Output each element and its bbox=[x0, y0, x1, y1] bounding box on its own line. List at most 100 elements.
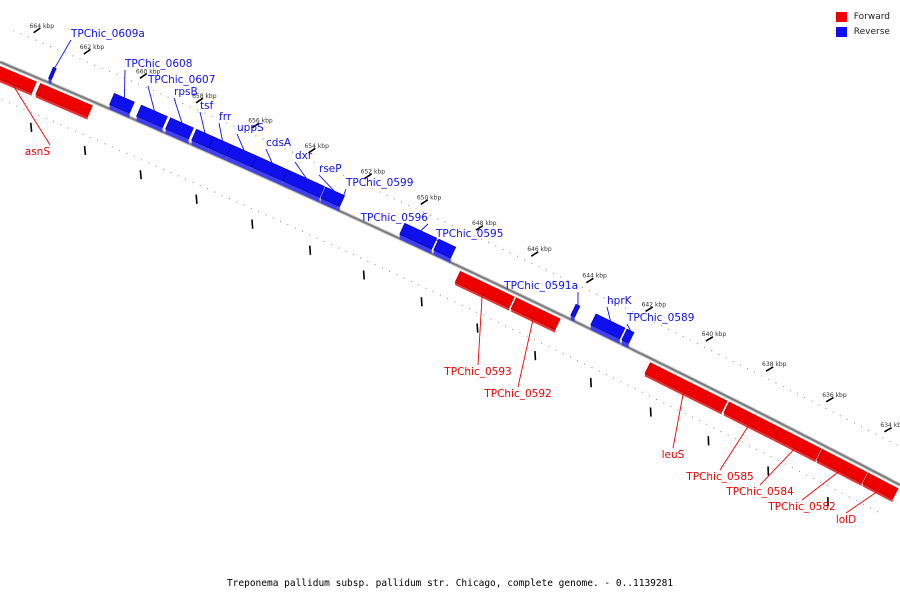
gene-tpchic-0599 bbox=[337, 194, 346, 208]
scale-tick bbox=[83, 145, 87, 156]
gene-rsep-shade bbox=[320, 197, 338, 211]
gene-tpchic-0582-shade bbox=[816, 459, 862, 487]
scale-tick bbox=[139, 72, 148, 79]
gene-rpsb-shade bbox=[165, 128, 189, 144]
scale-tick bbox=[585, 277, 594, 284]
gene-label-frr: frr bbox=[219, 111, 232, 123]
gene-frr-shade bbox=[208, 147, 227, 161]
gene-label-tpchic-0607: TPChic_0607 bbox=[147, 74, 215, 86]
scale-tick-label: 638 kbp bbox=[762, 361, 787, 368]
scale-tick bbox=[83, 48, 91, 55]
legend-forward: Forward bbox=[835, 9, 890, 24]
gene-hprk-leader bbox=[606, 306, 611, 322]
scale-tick-label: 642 kbp bbox=[642, 301, 667, 308]
scale-tick-label: 646 kbp bbox=[527, 246, 552, 253]
gene-dxr-leader bbox=[294, 161, 307, 179]
scale-tick-label: 634 kbp bbox=[880, 422, 900, 429]
gene-tpchic-0593 bbox=[454, 270, 515, 309]
gene-asns bbox=[0, 66, 37, 94]
gene-rsep-leader bbox=[318, 174, 335, 192]
gene-label-leus: leuS bbox=[662, 449, 685, 461]
gene-asns-leader bbox=[12, 84, 51, 146]
scale-tick bbox=[530, 251, 539, 257]
gene-label-tsf: tsf bbox=[200, 100, 214, 112]
gene-cdsa-leader bbox=[265, 148, 273, 164]
gene-tpchic-0596-leader bbox=[420, 223, 429, 232]
gene-tpchic-0607-leader bbox=[147, 85, 155, 111]
gene-cdsa-shade bbox=[251, 166, 283, 186]
scale-tick bbox=[420, 297, 423, 307]
gene-label-tpchic-0608: TPChic_0608 bbox=[124, 58, 192, 70]
gene-tpchic-0596-shade bbox=[399, 234, 432, 255]
scale-tick bbox=[534, 351, 537, 361]
gene-label-tpchic-0582: TPChic_0582 bbox=[767, 501, 835, 513]
gene-tpchic-0589-shade bbox=[621, 339, 629, 349]
legend: Forward Reverse bbox=[835, 9, 890, 39]
gene-hprk bbox=[590, 313, 626, 340]
gene-label-tpchic-0585: TPChic_0585 bbox=[685, 471, 753, 483]
gene-label-rpsb: rpsB bbox=[174, 86, 198, 98]
gene-leus bbox=[644, 362, 728, 413]
gene-asns-2-shade bbox=[35, 94, 88, 120]
scale-tick-label: 660 kbp bbox=[136, 68, 161, 75]
gene-label-rsep: rseP bbox=[319, 163, 342, 175]
scale-tick-label: 644 kbp bbox=[582, 273, 607, 280]
gene-dxr bbox=[282, 169, 326, 198]
scale-tick-label: 654 kbp bbox=[304, 143, 329, 150]
forward-strand-guide bbox=[0, 98, 881, 514]
gene-label-lold: lolD bbox=[836, 514, 856, 526]
gene-dxr-shade bbox=[282, 180, 320, 203]
scale-tick bbox=[251, 122, 260, 129]
reverse-swatch bbox=[835, 26, 847, 37]
gene-label-tpchic-0599: TPChic_0599 bbox=[345, 177, 413, 189]
scale-tick bbox=[645, 306, 654, 313]
gene-rpsb-leader bbox=[173, 97, 183, 123]
forward-swatch bbox=[835, 11, 847, 22]
gene-tpchic-0608-shade bbox=[109, 104, 130, 119]
scale-tick bbox=[195, 194, 198, 204]
scale-tick bbox=[362, 270, 365, 280]
scale-tick-label: 640 kbp bbox=[702, 331, 727, 338]
gene-tpchic-0608-leader bbox=[123, 69, 126, 98]
gene-tpchic-0607-shade bbox=[136, 116, 163, 133]
gene-label-cdsa: cdsA bbox=[266, 137, 292, 149]
scale-tick bbox=[705, 336, 714, 342]
gene-frr-leader bbox=[218, 122, 223, 141]
scale-tick bbox=[476, 323, 479, 333]
legend-reverse-label: Reverse bbox=[853, 26, 890, 37]
gene-tpchic-0592-leader bbox=[517, 319, 534, 388]
scale-tick-label: 636 kbp bbox=[822, 392, 847, 399]
gene-tpchic-0608 bbox=[109, 93, 135, 114]
gene-tpchic-0596 bbox=[399, 222, 438, 250]
gene-lold-shade bbox=[862, 483, 893, 503]
gene-tpchic-0609a-leader bbox=[54, 39, 72, 69]
gene-tpchic-0595 bbox=[433, 238, 457, 259]
gene-hprk-shade bbox=[590, 324, 620, 344]
gene-label-tpchic-0591a: TPChic_0591a bbox=[503, 280, 578, 292]
legend-reverse: Reverse bbox=[835, 24, 890, 39]
scale-tick bbox=[33, 27, 41, 34]
gene-lold bbox=[862, 472, 899, 500]
gene-tpchic-0585-leader bbox=[719, 425, 750, 471]
gene-tsf-shade bbox=[191, 140, 209, 153]
gene-asns-shade bbox=[0, 79, 32, 96]
gene-rpsb bbox=[165, 117, 194, 140]
scale-tick-label: 664 kbp bbox=[30, 23, 55, 30]
scale-tick bbox=[825, 396, 834, 403]
scale-tick bbox=[251, 219, 254, 229]
gene-tpchic-0584-leader bbox=[759, 448, 796, 486]
scale-tick bbox=[765, 366, 774, 372]
gene-label-tpchic-0589: TPChic_0589 bbox=[626, 312, 694, 324]
gene-tpchic-0591a bbox=[570, 303, 581, 318]
gene-tpchic-0585-shade bbox=[723, 412, 774, 441]
scale-tick bbox=[884, 426, 893, 433]
gene-tsf-leader bbox=[199, 111, 206, 134]
gene-label-hprk: hprK bbox=[607, 295, 633, 307]
gene-tpchic-0609a-shade bbox=[48, 78, 52, 85]
gene-tpchic-0584-shade bbox=[773, 437, 816, 463]
gene-label-asns: asnS bbox=[25, 146, 51, 158]
gene-tpchic-0589 bbox=[621, 328, 635, 344]
gene-tpchic-0607 bbox=[136, 104, 168, 128]
scale-tick bbox=[420, 199, 429, 205]
